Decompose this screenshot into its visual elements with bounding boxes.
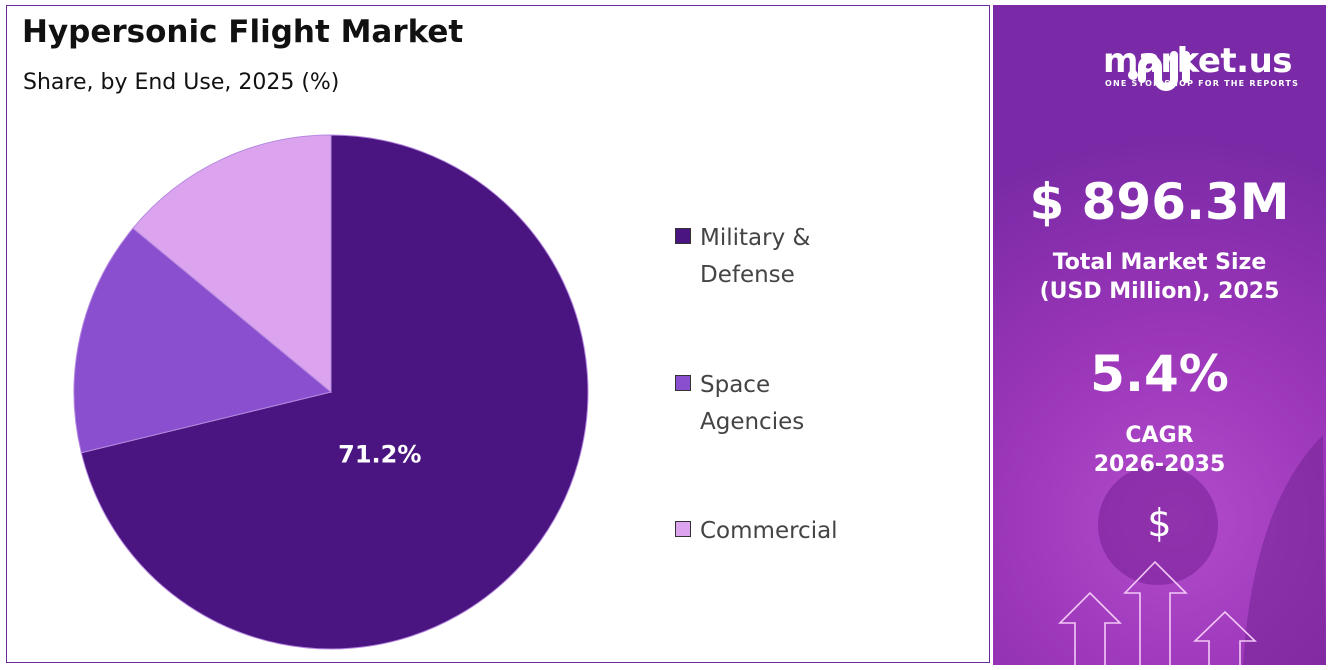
cagr-period: 2026-2035 bbox=[1093, 452, 1226, 477]
pie-chart: 71.2% bbox=[73, 134, 589, 650]
pie-slice-military-defense bbox=[80, 134, 589, 650]
legend-label: Military & bbox=[700, 225, 811, 251]
legend-label: Commercial bbox=[700, 518, 838, 544]
cagr-label: CAGR bbox=[1125, 423, 1194, 448]
legend-label: Defense bbox=[700, 262, 795, 288]
background-decoration bbox=[1098, 435, 1326, 665]
market-size-label: Total Market Size bbox=[1052, 250, 1267, 275]
data-label: 71.2% bbox=[338, 440, 421, 468]
legend-swatch-commercial bbox=[675, 521, 691, 537]
logo-mark-icon bbox=[1127, 51, 1190, 91]
logo-tagline: ONE STOP SHOP FOR THE REPORTS bbox=[1105, 79, 1300, 88]
summary-panel: market.us ONE STOP SHOP FOR THE REPORTS … bbox=[993, 5, 1326, 665]
pie-slice-commercial bbox=[132, 134, 332, 394]
market-size-value: $ 896.3M bbox=[1029, 173, 1290, 231]
chart-title: Hypersonic Flight Market bbox=[22, 14, 464, 50]
chart-subtitle: Share, by End Use, 2025 (%) bbox=[23, 70, 340, 95]
legend-item-military: Military & Defense bbox=[675, 220, 880, 294]
market-us-logo: market.us ONE STOP SHOP FOR THE REPORTS bbox=[1023, 41, 1303, 95]
legend-swatch-military bbox=[675, 228, 691, 244]
pie-slice-space-agencies bbox=[73, 227, 333, 454]
growth-arrows-icon bbox=[1058, 560, 1257, 665]
market-size-label-2: (USD Million), 2025 bbox=[1039, 279, 1280, 304]
logo-text: market.us bbox=[1103, 41, 1293, 81]
chart-panel bbox=[6, 5, 990, 663]
legend-item-space: Space Agencies bbox=[675, 367, 880, 441]
legend-swatch-space bbox=[675, 375, 691, 391]
legend-label: Space Agencies bbox=[700, 372, 805, 435]
legend-item-commercial: Commercial bbox=[675, 513, 880, 550]
cagr-value: 5.4% bbox=[1090, 345, 1229, 403]
dollar-icon: $ bbox=[1147, 501, 1172, 545]
